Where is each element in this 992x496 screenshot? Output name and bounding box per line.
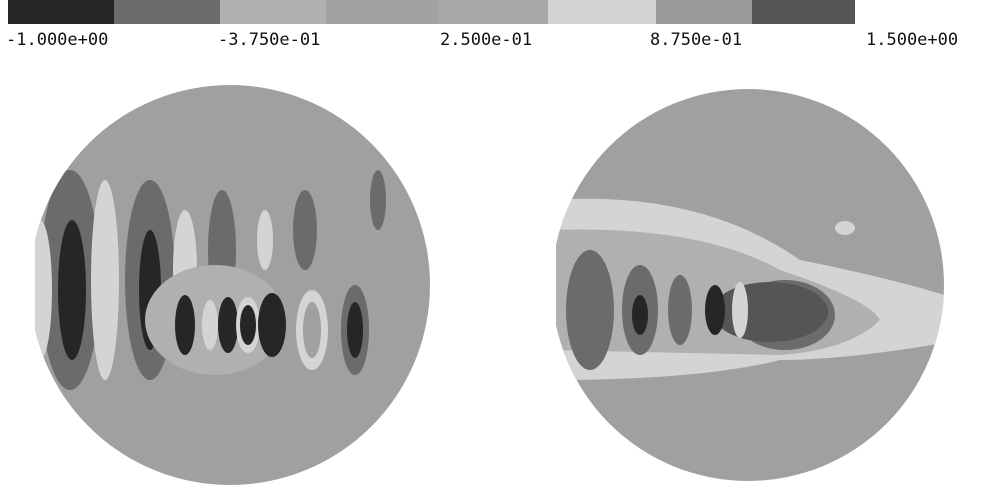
colorbar-label: -1.000e+00 (6, 30, 108, 50)
colorbar (8, 0, 855, 24)
colorbar-label: 1.500e+00 (866, 30, 958, 50)
colorbar-label: 8.750e-01 (650, 30, 742, 50)
right-plot (540, 80, 960, 496)
colorbar-label: 2.500e-01 (440, 30, 532, 50)
colorbar-label: -3.750e-01 (218, 30, 320, 50)
left-plot (20, 80, 440, 496)
figure: -1.000e+00 -3.750e-01 2.500e-01 8.750e-0… (0, 0, 992, 496)
